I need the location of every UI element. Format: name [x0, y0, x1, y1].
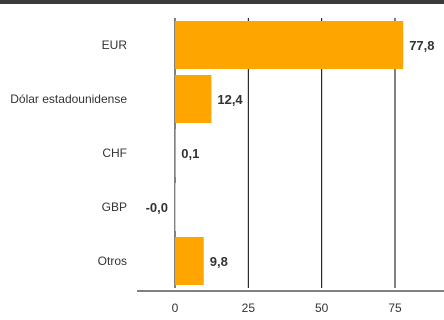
bar: [175, 21, 404, 69]
bar: [175, 129, 176, 177]
x-tick-label: 50: [315, 301, 329, 315]
bar: [175, 75, 212, 123]
bars: [175, 21, 404, 285]
value-label: 9,8: [210, 254, 228, 269]
x-tick-label: 75: [388, 301, 402, 315]
category-label: CHF: [102, 146, 127, 160]
value-label: 12,4: [217, 92, 243, 107]
x-tick-label: 25: [242, 301, 256, 315]
value-label: -0,0: [146, 200, 168, 215]
value-label: 77,8: [409, 38, 434, 53]
top-rule: [0, 0, 444, 4]
bar: [175, 237, 204, 285]
bar: [175, 183, 176, 231]
value-label: 0,1: [181, 146, 199, 161]
category-label: Otros: [98, 254, 127, 268]
category-label: Dólar estadounidense: [10, 92, 127, 106]
category-label: EUR: [102, 38, 128, 52]
labels: 0 25 50 75 EUR 77,8 Dólar estadounidense 12,4 CH…: [10, 38, 434, 315]
x-tick-label: 0: [172, 301, 179, 315]
category-label: GBP: [102, 200, 127, 214]
